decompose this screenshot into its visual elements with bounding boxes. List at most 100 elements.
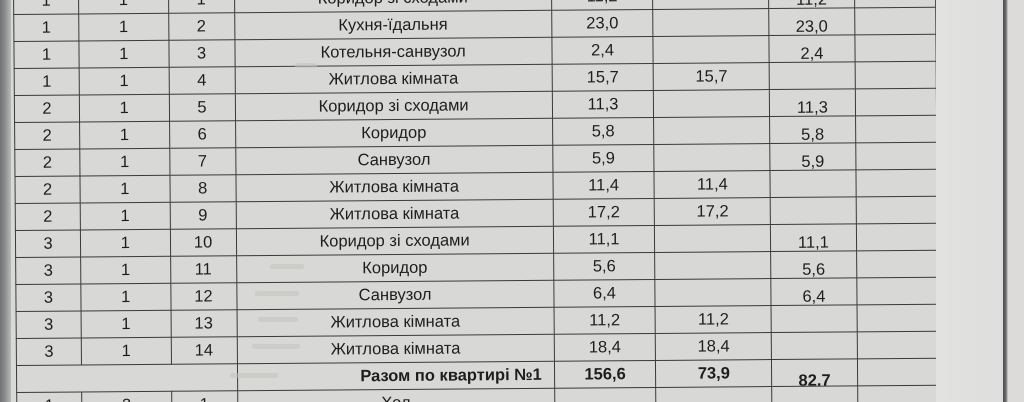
page-left-shadow	[0, 0, 11, 402]
cell-block: 1	[80, 283, 171, 311]
cell-living: 15,7	[653, 62, 770, 91]
cell-aux: 5,8	[769, 115, 856, 144]
summary-blank	[16, 363, 238, 393]
scan-speck	[230, 373, 278, 378]
cell-block: 1	[80, 202, 170, 230]
cell-total: 15,7	[551, 63, 654, 92]
cell-aux-value: 6,4	[802, 287, 826, 306]
cell-number: 10	[169, 228, 237, 257]
cell-total: 6,4	[553, 279, 656, 308]
cell-living	[653, 8, 770, 37]
cell-aux-value: 11,2	[796, 0, 827, 8]
cell-number: 2	[168, 12, 235, 41]
cell-block: 1	[80, 256, 171, 284]
cell-living	[655, 278, 772, 307]
cell-name: Коридор зі сходами	[234, 91, 553, 121]
cell-total: 11,3	[552, 90, 654, 119]
cell-living: 11,4	[654, 170, 771, 199]
cell-block: 1	[80, 175, 170, 203]
cell-living	[656, 386, 773, 402]
summary-aux-value: 82,7	[798, 371, 831, 387]
cell-floor: 2	[14, 175, 81, 204]
cell-block: 1	[79, 121, 170, 149]
cell-block: 2	[81, 391, 172, 402]
cell-block: 1	[78, 0, 169, 14]
cell-name: Житлова кімната	[236, 334, 555, 364]
cell-aux-value: 2,4	[800, 44, 824, 63]
cell-aux-value: 5,8	[801, 125, 825, 144]
page-right-margin	[936, 0, 1006, 402]
cell-total: 5,8	[552, 117, 655, 146]
cell-block: 1	[79, 148, 170, 176]
cell-aux: 5,9	[769, 142, 856, 171]
cell-floor: 2	[15, 202, 81, 231]
cell-total: 11,4	[552, 171, 655, 200]
cell-aux	[771, 304, 857, 333]
scan-speck	[270, 264, 304, 269]
cell-extra	[856, 277, 939, 305]
cell-number: 13	[170, 309, 237, 338]
cell-extra	[854, 88, 937, 116]
cell-total: 5,9	[552, 144, 655, 173]
summary-living: 73,9	[655, 359, 772, 388]
cell-aux: 6,4	[771, 277, 857, 306]
cell-name: Житлова кімната	[235, 199, 554, 229]
cell-aux	[770, 169, 856, 198]
cell-living: 18,4	[655, 332, 772, 361]
cell-number: 12	[170, 282, 237, 311]
cell-block: 1	[79, 94, 170, 122]
cell-floor: 2	[14, 148, 81, 177]
cell-number: 4	[168, 66, 235, 95]
cell-extra	[854, 34, 937, 62]
cell-living	[654, 224, 771, 253]
cell-total: 23,0	[551, 9, 654, 38]
page-edge-line	[1003, 0, 1008, 402]
summary-label: Разом по квартирі №1	[237, 361, 555, 391]
cell-name: Кухня-їдальня	[234, 10, 552, 40]
cell-number: 6	[169, 120, 236, 149]
cell-number: 9	[169, 201, 236, 230]
cell-floor: 2	[14, 121, 80, 150]
cell-number: 11	[170, 255, 237, 284]
scan-speck	[258, 317, 298, 322]
cell-block: 1	[79, 67, 169, 95]
cell-total: 11,2	[553, 306, 656, 335]
cell-floor: 3	[15, 229, 81, 258]
cell-floor: 1	[13, 40, 80, 69]
cell-living	[653, 116, 770, 145]
cell-floor: 1	[13, 0, 79, 15]
cell-extra	[856, 331, 939, 359]
cell-name: Коридор	[235, 118, 553, 148]
cell-extra	[855, 169, 938, 197]
cell-living	[654, 143, 771, 172]
cell-aux-value: 11,1	[797, 233, 829, 252]
cell-extra	[855, 142, 937, 170]
cell-aux-value: 5,9	[801, 152, 825, 171]
cell-aux	[771, 331, 858, 360]
cell-aux	[769, 61, 855, 90]
cell-aux: 2,4	[769, 34, 855, 63]
cell-number: 3	[168, 39, 235, 68]
cell-aux	[770, 196, 856, 225]
page-outside-area	[1008, 0, 1024, 402]
cell-living	[653, 35, 770, 64]
cell-floor: 2	[14, 94, 80, 123]
cell-block: 1	[78, 40, 169, 68]
cell-living: 11,2	[655, 305, 772, 334]
cell-name: Хол	[237, 388, 555, 402]
cell-name: Житлова кімната	[236, 307, 554, 337]
cell-block: 1	[81, 310, 171, 338]
cell-aux: 23,0	[768, 7, 855, 36]
scan-speck	[255, 291, 299, 296]
cell-name: Коридор зі сходами	[235, 226, 554, 256]
cell-block: 1	[78, 13, 169, 41]
summary-extra	[857, 358, 939, 386]
cell-living	[653, 89, 770, 118]
cell-extra	[855, 223, 938, 251]
cell-number: 1	[167, 0, 235, 14]
cell-floor: 1	[16, 391, 82, 402]
cell-extra	[857, 385, 939, 402]
cell-number: 5	[168, 93, 236, 122]
cell-number: 1	[171, 390, 238, 402]
